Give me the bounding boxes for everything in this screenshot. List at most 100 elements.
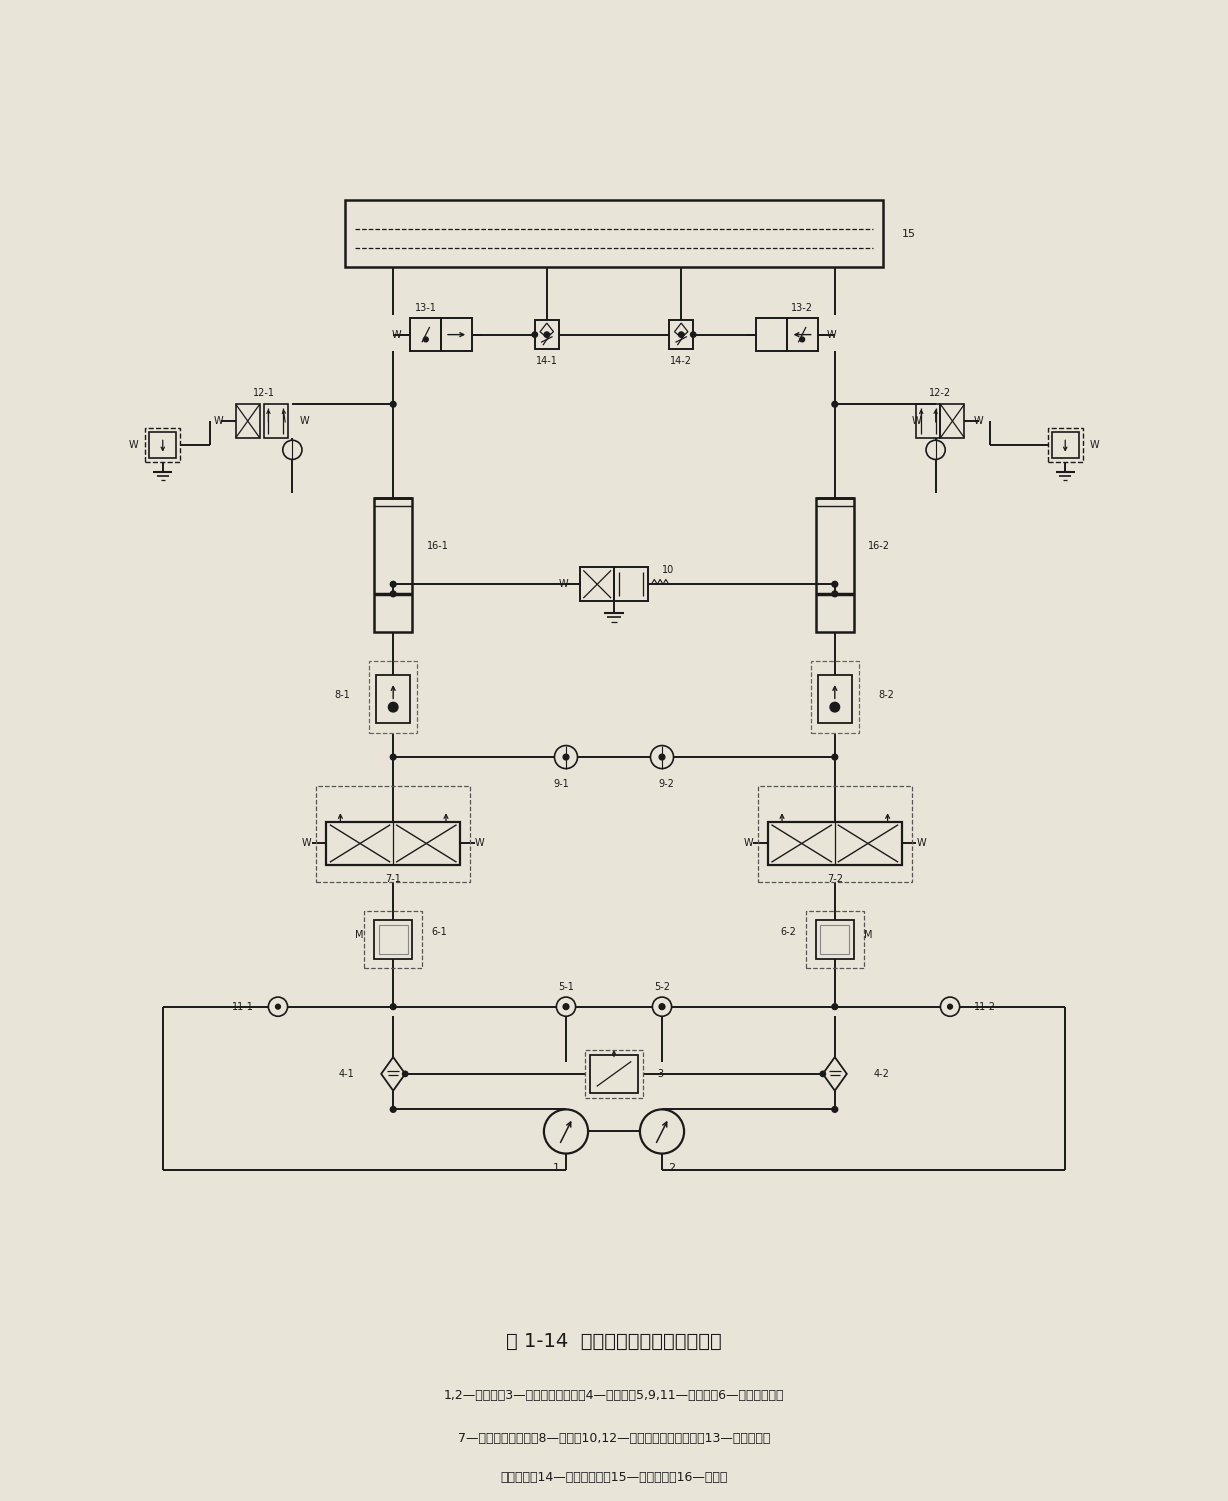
Circle shape [659, 1004, 664, 1010]
Bar [810, 660, 858, 732]
Text: 15: 15 [903, 228, 916, 239]
Bar [768, 823, 903, 865]
Circle shape [831, 591, 837, 597]
Text: W: W [214, 416, 223, 426]
Bar [820, 925, 850, 953]
Text: W: W [392, 330, 400, 339]
Circle shape [659, 754, 664, 760]
Bar [325, 823, 460, 865]
Bar [370, 660, 418, 732]
Text: 16-2: 16-2 [868, 540, 890, 551]
Bar [378, 925, 408, 953]
Text: 4-1: 4-1 [339, 1069, 355, 1079]
Text: 7-1: 7-1 [386, 875, 402, 884]
Bar [1047, 428, 1083, 462]
Bar [365, 911, 422, 968]
Circle shape [544, 332, 549, 338]
Text: W: W [300, 416, 309, 426]
Circle shape [424, 338, 429, 342]
Circle shape [831, 1106, 837, 1112]
Bar [815, 498, 853, 632]
Bar [787, 318, 818, 351]
Text: 9-1: 9-1 [554, 779, 569, 790]
Text: W: W [129, 440, 139, 450]
Text: 13-2: 13-2 [791, 303, 813, 314]
Text: M: M [355, 929, 363, 940]
Circle shape [532, 332, 538, 338]
Text: W: W [559, 579, 567, 590]
Bar [941, 404, 964, 438]
Text: 3: 3 [657, 1069, 663, 1079]
Text: M: M [865, 929, 873, 940]
Bar [916, 404, 941, 438]
Text: W: W [1089, 440, 1099, 450]
Bar [1052, 432, 1078, 458]
Text: 11-2: 11-2 [974, 1001, 996, 1012]
Text: 14-1: 14-1 [535, 356, 558, 366]
Text: 12-2: 12-2 [930, 387, 952, 398]
Text: W: W [828, 330, 836, 339]
Circle shape [391, 1106, 397, 1112]
Circle shape [659, 1004, 664, 1009]
Circle shape [391, 754, 397, 760]
Bar [236, 404, 260, 438]
Text: 14-2: 14-2 [670, 356, 693, 366]
Text: 图 1-14  压弯成形机液压系统原理图: 图 1-14 压弯成形机液压系统原理图 [506, 1331, 722, 1351]
Text: W: W [475, 839, 484, 848]
Circle shape [799, 338, 804, 342]
Circle shape [391, 591, 397, 597]
Circle shape [391, 1004, 397, 1010]
Circle shape [831, 581, 837, 587]
Bar [818, 675, 852, 723]
Text: 7—电液比例换向鄀；8—梭鄀；10,12—二位三通电磁换向鄀；13—二位二通液: 7—电液比例换向鄀；8—梭鄀；10,12—二位三通电磁换向鄀；13—二位二通液 [458, 1432, 770, 1445]
Bar [345, 200, 883, 267]
Text: 动吸油鄀；14—单向节流鄀；15—高架油筱；16—液压缸: 动吸油鄀；14—单向节流鄀；15—高架油筱；16—液压缸 [500, 1471, 728, 1484]
Circle shape [388, 702, 398, 711]
Text: 8-2: 8-2 [878, 689, 894, 699]
Text: W: W [744, 839, 753, 848]
Text: 13-1: 13-1 [415, 303, 437, 314]
Circle shape [275, 1004, 280, 1009]
Circle shape [391, 401, 397, 407]
Circle shape [679, 332, 684, 338]
Text: 11-1: 11-1 [232, 1001, 254, 1012]
Bar [581, 567, 614, 600]
Bar [758, 787, 911, 883]
Text: 7-2: 7-2 [826, 875, 842, 884]
Bar [815, 920, 853, 959]
Bar [376, 675, 410, 723]
Text: 1: 1 [553, 1163, 560, 1172]
Text: 5-2: 5-2 [655, 983, 670, 992]
Bar [317, 787, 470, 883]
Text: 2: 2 [668, 1163, 675, 1172]
Bar [145, 428, 181, 462]
Text: 10: 10 [662, 564, 674, 575]
Bar [375, 498, 413, 632]
Bar [441, 318, 472, 351]
Circle shape [391, 581, 397, 587]
Circle shape [564, 1004, 569, 1010]
Circle shape [830, 702, 840, 711]
Text: 5-1: 5-1 [558, 983, 573, 992]
Circle shape [831, 754, 837, 760]
Circle shape [564, 754, 569, 760]
Circle shape [831, 1004, 837, 1010]
Text: 9-2: 9-2 [659, 779, 674, 790]
Text: W: W [974, 416, 984, 426]
Bar [589, 1055, 639, 1093]
Bar [535, 320, 559, 350]
Text: 1,2—液压泵；3—电液比例溢流阀；4—过滤器；5,9,11—单向鄀；6—定差减压鄀；: 1,2—液压泵；3—电液比例溢流阀；4—过滤器；5,9,11—单向鄀；6—定差减… [443, 1388, 785, 1402]
Bar [614, 567, 647, 600]
Circle shape [820, 1072, 825, 1076]
Circle shape [690, 332, 696, 338]
Text: 4-2: 4-2 [873, 1069, 889, 1079]
Bar [264, 404, 287, 438]
Bar [150, 432, 176, 458]
Circle shape [564, 1004, 569, 1009]
Bar [669, 320, 693, 350]
Circle shape [831, 401, 837, 407]
Text: W: W [916, 839, 926, 848]
Bar [756, 318, 787, 351]
Bar [410, 318, 441, 351]
Text: 6-2: 6-2 [781, 926, 797, 937]
